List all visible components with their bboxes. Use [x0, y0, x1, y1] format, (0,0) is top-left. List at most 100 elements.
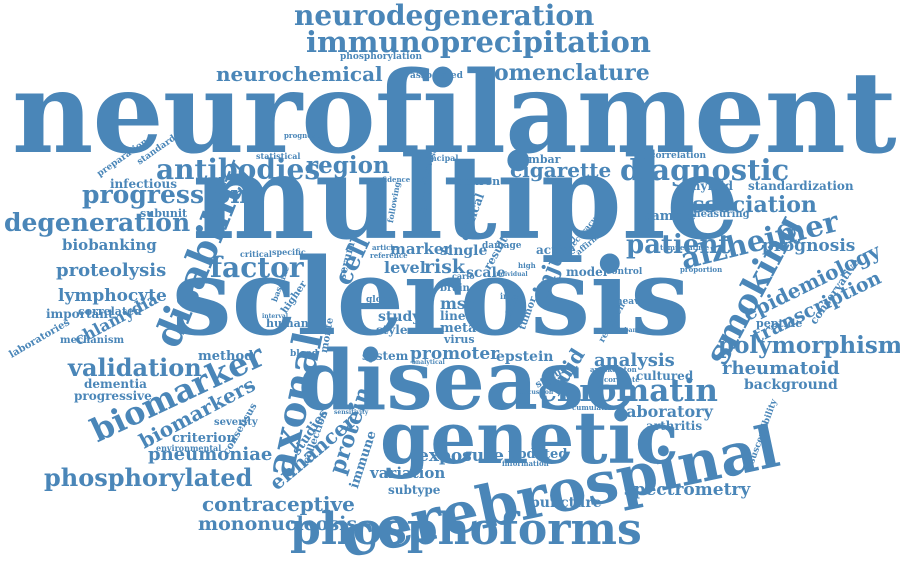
- word-contraceptive: contraceptive: [202, 492, 355, 516]
- word-mononucleosis: mononucleosis: [198, 513, 358, 535]
- word-degeneration: degeneration: [4, 208, 191, 237]
- word-environmental: environmental: [156, 443, 222, 453]
- word-dementia: dementia: [84, 377, 147, 391]
- word-criterion: criterion: [172, 431, 236, 446]
- word-cultured: cultured: [636, 369, 694, 383]
- word-blood: blood: [290, 349, 319, 359]
- word-style: style: [376, 323, 408, 337]
- word-temperature: temperature: [660, 243, 710, 252]
- word-rheumatoid: rheumatoid: [722, 358, 840, 379]
- word-axoskeleton: axoskeleton: [590, 365, 637, 374]
- word-individual: individual: [494, 271, 528, 278]
- word-confidence: confidence: [368, 175, 411, 184]
- word-biobanks: biobanks: [614, 327, 645, 334]
- word-phosphorylated: phosphorylated: [44, 463, 253, 492]
- word-lumbar: lumbar: [516, 153, 561, 166]
- word-background: background: [744, 377, 838, 393]
- word-heavy: heavy: [616, 297, 645, 307]
- word-cumulative: cumulative: [572, 403, 616, 412]
- word-study: study: [378, 309, 421, 325]
- word-prognosis: prognosis: [762, 236, 856, 256]
- word-arthritis: arthritis: [646, 419, 703, 433]
- word-analysis: analysis: [594, 350, 675, 371]
- word-specific: specific: [272, 247, 306, 257]
- word-updated: updated: [508, 447, 568, 462]
- word-line: line: [440, 309, 466, 323]
- word-control: control: [606, 267, 643, 277]
- word-spectrometry: spectrometry: [624, 480, 751, 500]
- word-inter: inter: [500, 291, 522, 301]
- word-peptide: peptide: [756, 317, 803, 330]
- word-region: region: [306, 152, 390, 179]
- word-analytical: analytical: [412, 359, 445, 366]
- word-critical: critical: [240, 249, 272, 259]
- word-human: human: [266, 317, 309, 330]
- word-infectious: infectious: [110, 177, 177, 191]
- word-prognostic: prognostic: [284, 131, 326, 140]
- word-correlate: correlate: [604, 375, 640, 384]
- word-important: important: [46, 307, 114, 321]
- word-phosphoforms: phosphoforms: [290, 504, 642, 555]
- word-active: active: [536, 243, 576, 257]
- word-high: high: [518, 261, 536, 270]
- word-sample: sample: [644, 209, 696, 224]
- word-chromatin: chromatin: [538, 373, 718, 409]
- word-biobanking: biobanking: [62, 236, 157, 254]
- word-associated: associated: [410, 71, 463, 81]
- word-subunit: subunit: [140, 207, 188, 220]
- word-neurochemical: neurochemical: [216, 62, 383, 86]
- word-cigarette: cigarette: [510, 158, 612, 182]
- word-neurofilament: neurofilament: [12, 48, 897, 179]
- word-factor: factor: [210, 251, 304, 284]
- word-proteolysis: proteolysis: [56, 260, 167, 281]
- word-sensitivity: sensitivity: [334, 409, 369, 416]
- word-global: global: [366, 295, 398, 305]
- word-carlo: carlo: [452, 271, 475, 281]
- word-marker: marker: [390, 240, 452, 258]
- word-brain: brain: [440, 283, 470, 294]
- word-polymorphism: polymorphism: [718, 332, 900, 359]
- word-severity: severity: [214, 417, 258, 428]
- word-standardization: standardization: [748, 179, 854, 193]
- word-scale: scale: [466, 265, 506, 281]
- word-subtype: subtype: [388, 483, 441, 497]
- word-method: method: [198, 349, 254, 364]
- word-multiple: multiple: [192, 130, 740, 266]
- word-correlation: correlation: [650, 151, 707, 161]
- word-level: level: [384, 258, 426, 277]
- word-exposure: exposure: [418, 446, 504, 466]
- word-puncture: puncture: [530, 495, 602, 511]
- word-neurodegeneration: neurodegeneration: [294, 0, 595, 32]
- word-model: model: [566, 265, 608, 279]
- word-proportion: proportion: [680, 265, 723, 274]
- word-association: association: [678, 192, 817, 218]
- word-discussion: discussion: [518, 389, 554, 396]
- word-nomenclature: nomenclature: [478, 60, 650, 86]
- word-promoter: promoter: [410, 344, 500, 364]
- word-risk: risk: [424, 256, 466, 278]
- word-epstein: epstein: [496, 349, 554, 365]
- word-mechanism: mechanism: [60, 335, 125, 346]
- word-information: information: [502, 459, 549, 468]
- word-sclerosis: sclerosis: [172, 234, 691, 359]
- word-diagnostic: diagnostic: [620, 153, 790, 187]
- word-laboratory: laboratory: [620, 402, 713, 421]
- word-mss: mss: [440, 294, 475, 313]
- word-disease: disease: [298, 333, 637, 429]
- word-single: single: [440, 243, 488, 259]
- word-progression: progression: [82, 180, 249, 209]
- word-statistical: statistical: [256, 151, 301, 161]
- word-meta: meta: [440, 321, 477, 336]
- word-antibodies: antibodies: [156, 153, 321, 186]
- word-principal: principal: [418, 153, 459, 163]
- word-progressive: progressive: [74, 389, 152, 403]
- word-correlated: correlated: [78, 305, 142, 318]
- word-genetic: genetic: [380, 395, 679, 480]
- word-amyloid: amyloid: [680, 179, 733, 193]
- word-article: article: [372, 243, 398, 252]
- word-interval: interval: [262, 313, 289, 320]
- word-neuron: neuron: [456, 175, 501, 188]
- word-system: system: [362, 349, 409, 363]
- word-measuring: measuring: [690, 209, 750, 220]
